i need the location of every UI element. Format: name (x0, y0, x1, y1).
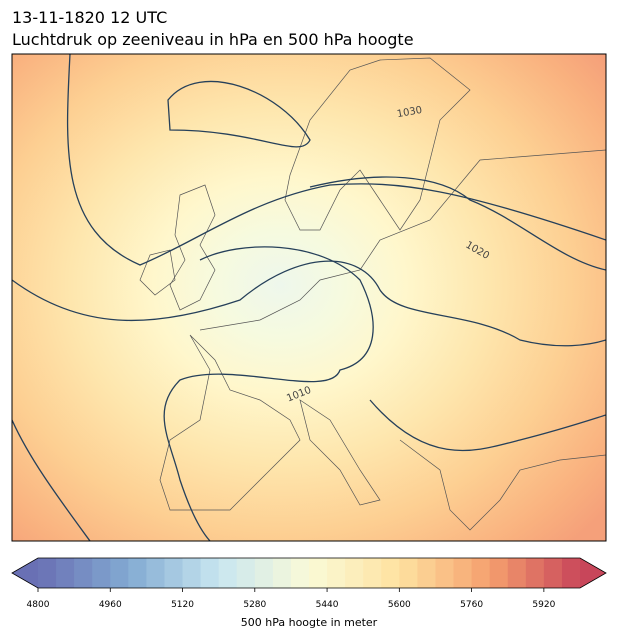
title: 13-11-1820 12 UTC (12, 8, 168, 27)
colorbar-bin (327, 558, 346, 588)
colorbar-bin (507, 558, 527, 588)
colorbar: 4800 4960 5120 5280 5440 5600 5760 5920 (11, 557, 607, 610)
colorbar-tick-label: 5280 (243, 600, 266, 610)
colorbar-bin (345, 558, 364, 588)
colorbar-bin (543, 558, 563, 588)
subtitle: Luchtdruk op zeeniveau in hPa en 500 hPa… (12, 30, 414, 49)
colorbar-bin (435, 558, 455, 588)
colorbar-bin (471, 558, 491, 588)
colorbar-bin (218, 558, 238, 588)
contour-label: 1030 (396, 105, 423, 120)
colorbar-bin (254, 558, 274, 588)
map-area: 1030 1020 1010 (12, 54, 606, 541)
colorbar-bin (74, 558, 93, 588)
colorbar-bin (290, 558, 310, 588)
height-field (12, 54, 606, 541)
colorbar-bin (363, 558, 382, 588)
colorbar-bin (399, 558, 418, 588)
colorbar-extend-low (12, 558, 38, 588)
map-frame (11, 53, 607, 542)
colorbar-bin (38, 558, 57, 588)
colorbar-bin (200, 558, 220, 588)
colorbar-bin (164, 558, 184, 588)
colorbar-bin (92, 558, 111, 588)
colorbar-bin (146, 558, 165, 588)
colorbar-bin (182, 558, 202, 588)
colorbar-bin (525, 558, 545, 588)
colorbar-tick-label: 5760 (460, 600, 483, 610)
colorbar-bin (561, 558, 581, 588)
colorbar-tick-label: 5440 (316, 600, 339, 610)
colorbar-bin (272, 558, 292, 588)
colorbar-bin (417, 558, 436, 588)
colorbar-bin (236, 558, 256, 588)
colorbar-bin (453, 558, 473, 588)
colorbar-bin (110, 558, 129, 588)
coastlines (139, 57, 606, 531)
colorbar-bin (489, 558, 509, 588)
colorbar-tick-label: 4800 (27, 600, 50, 610)
colorbar-bin (381, 558, 400, 588)
isobars (12, 54, 606, 541)
colorbar-bin (128, 558, 147, 588)
colorbar-tick-label: 5600 (388, 600, 411, 610)
colorbar-label: 500 hPa hoogte in meter (241, 616, 378, 629)
colorbar-tick-label: 5920 (532, 600, 555, 610)
colorbar-extend-high (580, 558, 606, 588)
colorbar-outline (11, 557, 607, 589)
colorbar-bin (309, 558, 328, 588)
colorbar-bin (56, 558, 75, 588)
colorbar-tick-label: 4960 (99, 600, 122, 610)
colorbar-tick-label: 5120 (171, 600, 194, 610)
